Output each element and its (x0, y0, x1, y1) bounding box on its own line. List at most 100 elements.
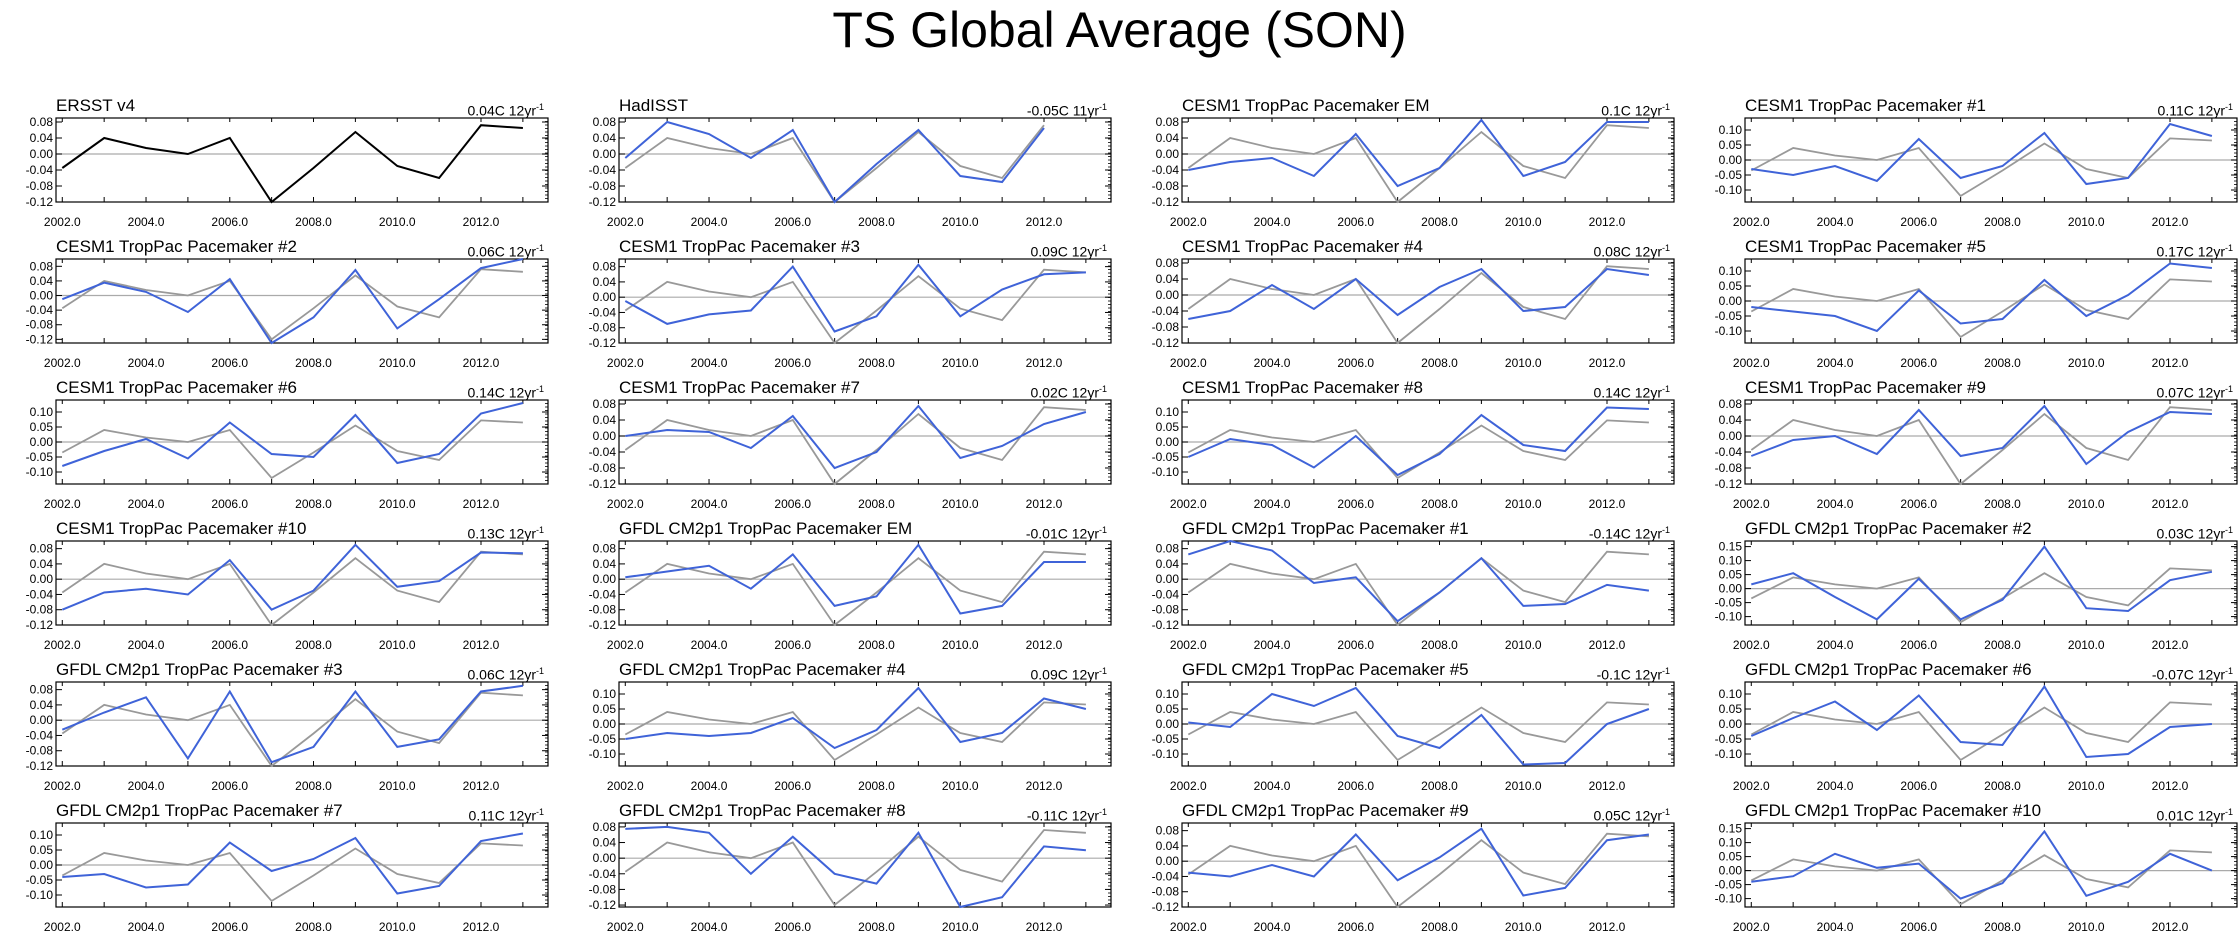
series-line-model (1751, 262, 2213, 333)
series-line-reference (624, 124, 1045, 204)
x-tick-label: 2010.0 (942, 920, 979, 934)
series-line-reference (61, 691, 523, 768)
trend-exponent: -1 (1661, 666, 1670, 676)
y-tick-label: 0.08 (593, 260, 617, 274)
x-tick-label: 2002.0 (1733, 215, 1770, 229)
y-tick-label: -0.04 (26, 587, 54, 601)
y-tick-label: 0.05 (1719, 279, 1743, 293)
panel-trend: 0.14C 12yr-1 (468, 380, 545, 402)
trend-exponent: -1 (1098, 102, 1107, 112)
y-tick-label: 0.00 (1156, 572, 1180, 586)
trend-value: 0.01C (2156, 807, 2194, 824)
series-line-reference (1750, 849, 2212, 906)
x-tick-label: 2008.0 (858, 215, 895, 229)
trend-period: 12yr (508, 666, 536, 683)
x-tick-label: 2010.0 (379, 920, 416, 934)
trend-value: -0.07C (2151, 666, 2194, 683)
trend-value: -0.05C (1026, 102, 1069, 119)
series-line-model (1751, 544, 2213, 621)
y-tick-label: -0.08 (1152, 320, 1180, 334)
y-tick-label: 0.08 (593, 397, 617, 411)
x-tick-label: 2010.0 (942, 779, 979, 793)
chart-panel: CESM1 TropPac Pacemaker #6 0.14C 12yr-1 0.… (0, 378, 560, 518)
y-tick-label: 0.08 (593, 820, 617, 834)
x-tick-label: 2004.0 (128, 497, 165, 511)
trend-value: 0.07C (2156, 384, 2194, 401)
x-tick-label: 2010.0 (379, 779, 416, 793)
x-tick-label: 2010.0 (2068, 497, 2105, 511)
series-line-model (61, 258, 524, 345)
y-tick-label: 0.10 (1156, 687, 1180, 701)
chart-panel: CESM1 TropPac Pacemaker #3 0.09C 12yr-1 0.… (563, 237, 1123, 377)
x-tick-label: 2012.0 (1589, 638, 1626, 652)
chart-svg: 0.150.100.050.00-0.05-0.10 2002.0 2004.0 20… (1715, 540, 2238, 652)
chart-panel: HadISST -0.05C 11yr-1 0.08 0.04 0.00 -0.04 -0.… (563, 96, 1123, 236)
x-tick-label: 2012.0 (1026, 215, 1063, 229)
series-line-reference (1750, 278, 2212, 339)
panel-trend: 0.09C 12yr-1 (1031, 239, 1108, 261)
trend-value: -0.14C (1588, 525, 1631, 542)
x-tick-label: 2006.0 (1900, 356, 1937, 370)
plot-frame (55, 681, 549, 767)
x-tick-label: 2010.0 (379, 638, 416, 652)
trend-period: 12yr (1634, 102, 1662, 119)
y-tick-label: 0.05 (1719, 568, 1743, 582)
chart-panel: CESM1 TropPac Pacemaker #8 0.14C 12yr-1 0.… (1126, 378, 1686, 518)
y-tick-label: 0.08 (1156, 115, 1180, 129)
x-tick-label: 2012.0 (463, 215, 500, 229)
y-tick-label: -0.05 (1715, 168, 1743, 182)
y-tick-label: -0.05 (1715, 878, 1743, 892)
panel-title: GFDL CM2p1 TropPac Pacemaker #10 (1745, 801, 2042, 820)
y-tick-label: 0.10 (1156, 405, 1180, 419)
y-tick-label: -0.08 (1152, 885, 1180, 899)
plot-frame (618, 822, 1112, 908)
x-tick-label: 2004.0 (1254, 638, 1291, 652)
x-tick-label: 2002.0 (1170, 638, 1207, 652)
trend-exponent: -1 (1098, 666, 1107, 676)
y-tick-label: 0.04 (593, 557, 617, 571)
x-tick-label: 2010.0 (942, 638, 979, 652)
y-tick-label: -0.12 (589, 336, 617, 350)
trend-exponent: -1 (1098, 243, 1107, 253)
chart-panel: GFDL CM2p1 TropPac Pacemaker #8 -0.11C 12… (563, 801, 1123, 941)
y-tick-label: 0.00 (1156, 435, 1180, 449)
x-tick-label: 2010.0 (1505, 779, 1542, 793)
x-tick-label: 2002.0 (44, 920, 81, 934)
series-line-model (625, 404, 1087, 470)
y-tick-label: 0.08 (30, 683, 54, 697)
y-tick-label: -0.05 (589, 732, 617, 746)
series-line-reference (1187, 550, 1649, 627)
y-tick-label: -0.05 (1715, 596, 1743, 610)
panel-title: GFDL CM2p1 TropPac Pacemaker #7 (56, 801, 343, 820)
x-tick-label: 2006.0 (1337, 356, 1374, 370)
x-tick-label: 2012.0 (2152, 356, 2189, 370)
trend-period: 12yr (1071, 243, 1099, 260)
series-line-model (1188, 267, 1650, 320)
trend-value: 0.09C (1030, 666, 1068, 683)
x-tick-label: 2002.0 (1170, 497, 1207, 511)
series-line-model (624, 120, 1045, 204)
y-tick-label: 0.00 (1156, 854, 1180, 868)
series-line-model (61, 402, 524, 467)
panel-trend: 0.13C 12yr-1 (468, 521, 545, 543)
trend-value: 0.03C (2156, 525, 2194, 542)
x-tick-label: 2008.0 (1984, 356, 2021, 370)
x-tick-label: 2008.0 (1421, 497, 1458, 511)
panel-trend: 0.11C 12yr-1 (469, 803, 544, 825)
chart-panel: GFDL CM2p1 TropPac Pacemaker #1 -0.14C 12… (1126, 519, 1686, 659)
y-tick-label: -0.10 (1715, 747, 1743, 761)
y-tick-label: 0.05 (1156, 702, 1180, 716)
series-line-model (1751, 829, 2213, 900)
y-tick-label: 0.00 (1719, 294, 1743, 308)
trend-value: 0.14C (467, 384, 505, 401)
trend-exponent: -1 (535, 807, 544, 817)
x-tick-label: 2006.0 (774, 920, 811, 934)
series-line-reference (61, 419, 523, 480)
y-tick-label: 0.04 (593, 836, 617, 850)
plot-frame (618, 399, 1112, 485)
panel-title: CESM1 TropPac Pacemaker #6 (56, 378, 297, 397)
trend-value: 0.05C (1593, 807, 1631, 824)
